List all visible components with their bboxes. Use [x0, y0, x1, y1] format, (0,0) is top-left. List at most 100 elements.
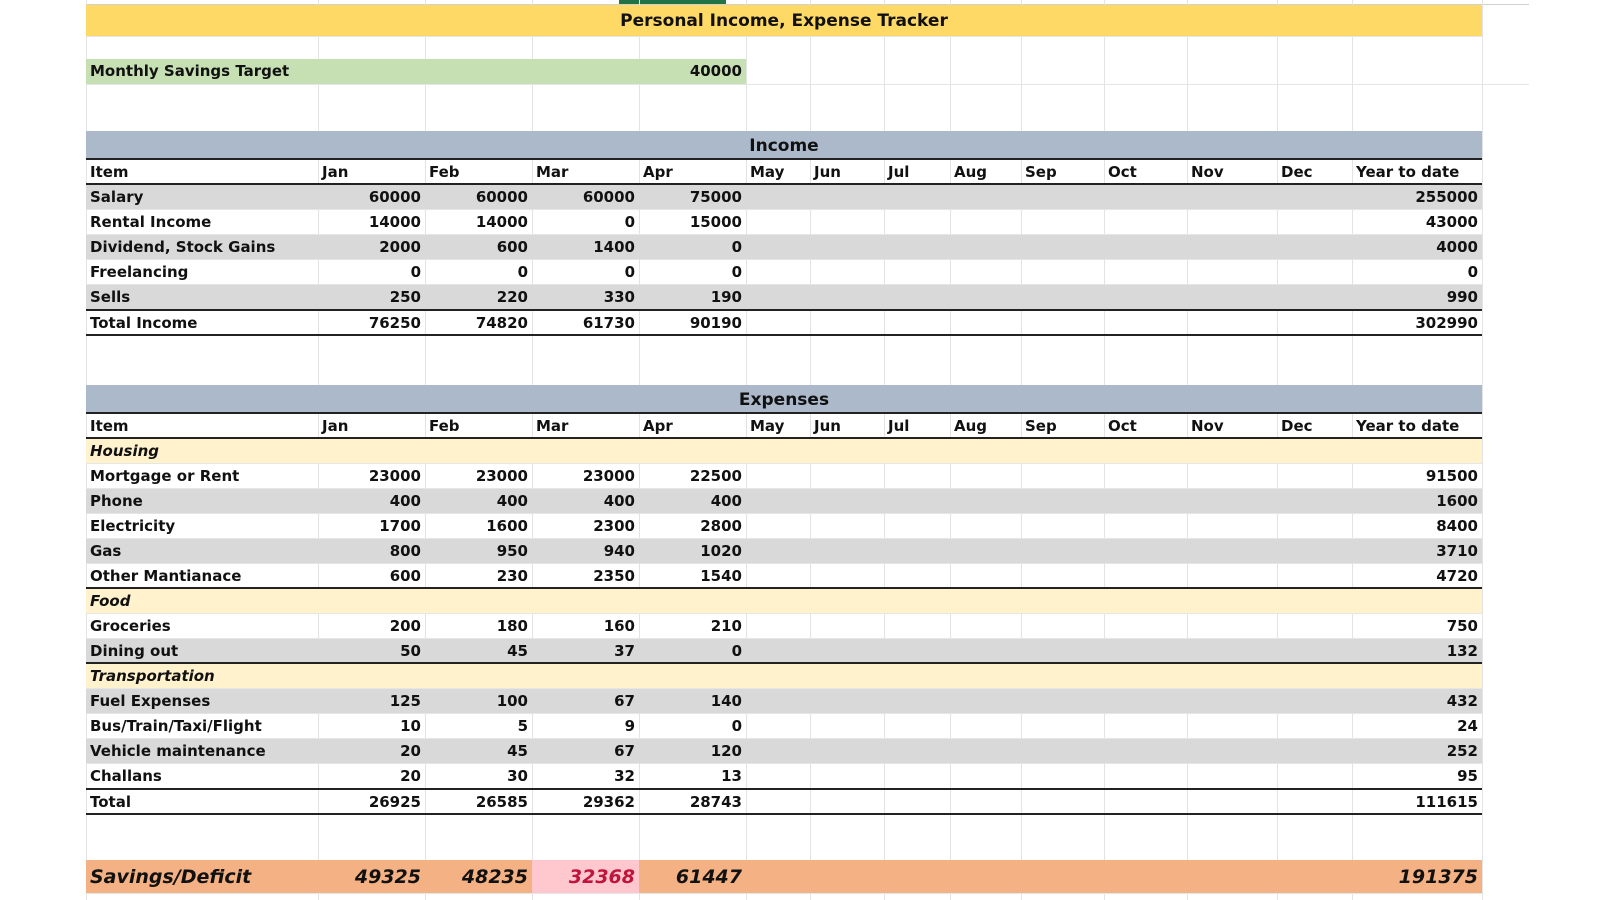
savings-ytd[interactable]: 191375 [1398, 866, 1478, 888]
income-mar[interactable]: 0 [624, 213, 635, 231]
col-jul-header[interactable]: Jul [888, 163, 910, 181]
income-apr[interactable]: 0 [731, 263, 742, 281]
income-total-ytd[interactable]: 302990 [1415, 314, 1478, 332]
expense-item[interactable]: Electricity [90, 517, 176, 535]
expense-ytd[interactable]: 252 [1446, 742, 1478, 760]
expense-jan[interactable]: 10 [400, 717, 421, 735]
income-jan[interactable]: 0 [410, 263, 421, 281]
expenses-total-ytd[interactable]: 111615 [1415, 793, 1478, 811]
col-sep-header[interactable]: Sep [1025, 417, 1057, 435]
expense-item[interactable]: Other Mantianace [90, 567, 242, 585]
income-mar[interactable]: 60000 [582, 188, 635, 206]
income-feb[interactable]: 60000 [475, 188, 528, 206]
col-item-header[interactable]: Item [90, 417, 129, 435]
expense-feb[interactable]: 23000 [475, 467, 528, 485]
income-mar[interactable]: 0 [624, 263, 635, 281]
col-feb-header[interactable]: Feb [429, 417, 460, 435]
expenses-total-jan[interactable]: 26925 [368, 793, 421, 811]
income-feb[interactable]: 0 [517, 263, 528, 281]
expense-ytd[interactable]: 8400 [1436, 517, 1478, 535]
expense-feb[interactable]: 1600 [486, 517, 528, 535]
expense-jan[interactable]: 125 [389, 692, 421, 710]
income-item[interactable]: Sells [90, 288, 131, 306]
savings-mar[interactable]: 32368 [532, 860, 639, 893]
expense-mar[interactable]: 2300 [593, 517, 635, 535]
expense-apr[interactable]: 120 [710, 742, 742, 760]
income-item[interactable]: Freelancing [90, 263, 189, 281]
expense-feb[interactable]: 45 [507, 642, 528, 660]
income-ytd[interactable]: 4000 [1436, 238, 1478, 256]
expense-apr[interactable]: 1540 [700, 567, 742, 585]
expense-mar[interactable]: 32 [614, 767, 635, 785]
expense-item[interactable]: Gas [90, 542, 122, 560]
expense-jan[interactable]: 800 [389, 542, 421, 560]
expense-jan[interactable]: 400 [389, 492, 421, 510]
expense-ytd[interactable]: 4720 [1436, 567, 1478, 585]
col-jun-header[interactable]: Jun [814, 163, 841, 181]
col-mar-header[interactable]: Mar [536, 163, 569, 181]
income-mar[interactable]: 1400 [593, 238, 635, 256]
expense-feb[interactable]: 5 [517, 717, 528, 735]
expense-mar[interactable]: 67 [614, 692, 635, 710]
expense-apr[interactable]: 22500 [689, 467, 742, 485]
expense-feb[interactable]: 400 [496, 492, 528, 510]
expense-ytd[interactable]: 24 [1457, 717, 1478, 735]
income-apr[interactable]: 15000 [689, 213, 742, 231]
income-mar[interactable]: 330 [603, 288, 635, 306]
income-apr[interactable]: 190 [710, 288, 742, 306]
savings-deficit-label[interactable]: Savings/Deficit [90, 866, 252, 888]
income-total-apr[interactable]: 90190 [689, 314, 742, 332]
expenses-total-feb[interactable]: 26585 [475, 793, 528, 811]
expense-jan[interactable]: 50 [400, 642, 421, 660]
category-housing-label[interactable]: Housing [90, 442, 160, 460]
expense-item[interactable]: Groceries [90, 617, 171, 635]
expense-jan[interactable]: 200 [389, 617, 421, 635]
income-jan[interactable]: 60000 [368, 188, 421, 206]
expense-mar[interactable]: 23000 [582, 467, 635, 485]
income-heading[interactable]: Income [749, 136, 819, 156]
income-ytd[interactable]: 43000 [1425, 213, 1478, 231]
expense-ytd[interactable]: 132 [1446, 642, 1478, 660]
income-jan[interactable]: 2000 [379, 238, 421, 256]
expense-feb[interactable]: 45 [507, 742, 528, 760]
income-item[interactable]: Rental Income [90, 213, 212, 231]
expense-ytd[interactable]: 750 [1446, 617, 1478, 635]
expense-feb[interactable]: 100 [496, 692, 528, 710]
income-total-mar[interactable]: 61730 [582, 314, 635, 332]
savings-jan[interactable]: 49325 [354, 866, 421, 888]
col-may-header[interactable]: May [750, 417, 785, 435]
income-feb[interactable]: 220 [496, 288, 528, 306]
expense-ytd[interactable]: 3710 [1436, 542, 1478, 560]
expense-mar[interactable]: 9 [624, 717, 635, 735]
expense-mar[interactable]: 400 [603, 492, 635, 510]
expense-apr[interactable]: 2800 [700, 517, 742, 535]
col-item-header[interactable]: Item [90, 163, 129, 181]
savings-feb[interactable]: 48235 [461, 866, 528, 888]
savings-apr[interactable]: 61447 [675, 866, 742, 888]
income-ytd[interactable]: 990 [1446, 288, 1478, 306]
income-total-jan[interactable]: 76250 [368, 314, 421, 332]
expenses-total-apr[interactable]: 28743 [689, 793, 742, 811]
income-item[interactable]: Salary [90, 188, 144, 206]
expense-mar[interactable]: 940 [603, 542, 635, 560]
col-apr-header[interactable]: Apr [643, 417, 673, 435]
expense-ytd[interactable]: 432 [1446, 692, 1478, 710]
expense-item[interactable]: Fuel Expenses [90, 692, 211, 710]
expense-apr[interactable]: 0 [731, 717, 742, 735]
expense-feb[interactable]: 950 [496, 542, 528, 560]
income-feb[interactable]: 14000 [475, 213, 528, 231]
col-apr-header[interactable]: Apr [643, 163, 673, 181]
expenses-total-mar[interactable]: 29362 [582, 793, 635, 811]
tracker-title[interactable]: Personal Income, Expense Tracker [620, 11, 948, 31]
expense-jan[interactable]: 23000 [368, 467, 421, 485]
col-ytd-header[interactable]: Year to date [1356, 417, 1460, 435]
income-ytd[interactable]: 0 [1467, 263, 1478, 281]
expense-feb[interactable]: 230 [496, 567, 528, 585]
expense-item[interactable]: Challans [90, 767, 162, 785]
col-mar-header[interactable]: Mar [536, 417, 569, 435]
expense-apr[interactable]: 13 [721, 767, 742, 785]
expense-apr[interactable]: 140 [710, 692, 742, 710]
expense-jan[interactable]: 20 [400, 767, 421, 785]
expense-feb[interactable]: 30 [507, 767, 528, 785]
expense-ytd[interactable]: 91500 [1425, 467, 1478, 485]
